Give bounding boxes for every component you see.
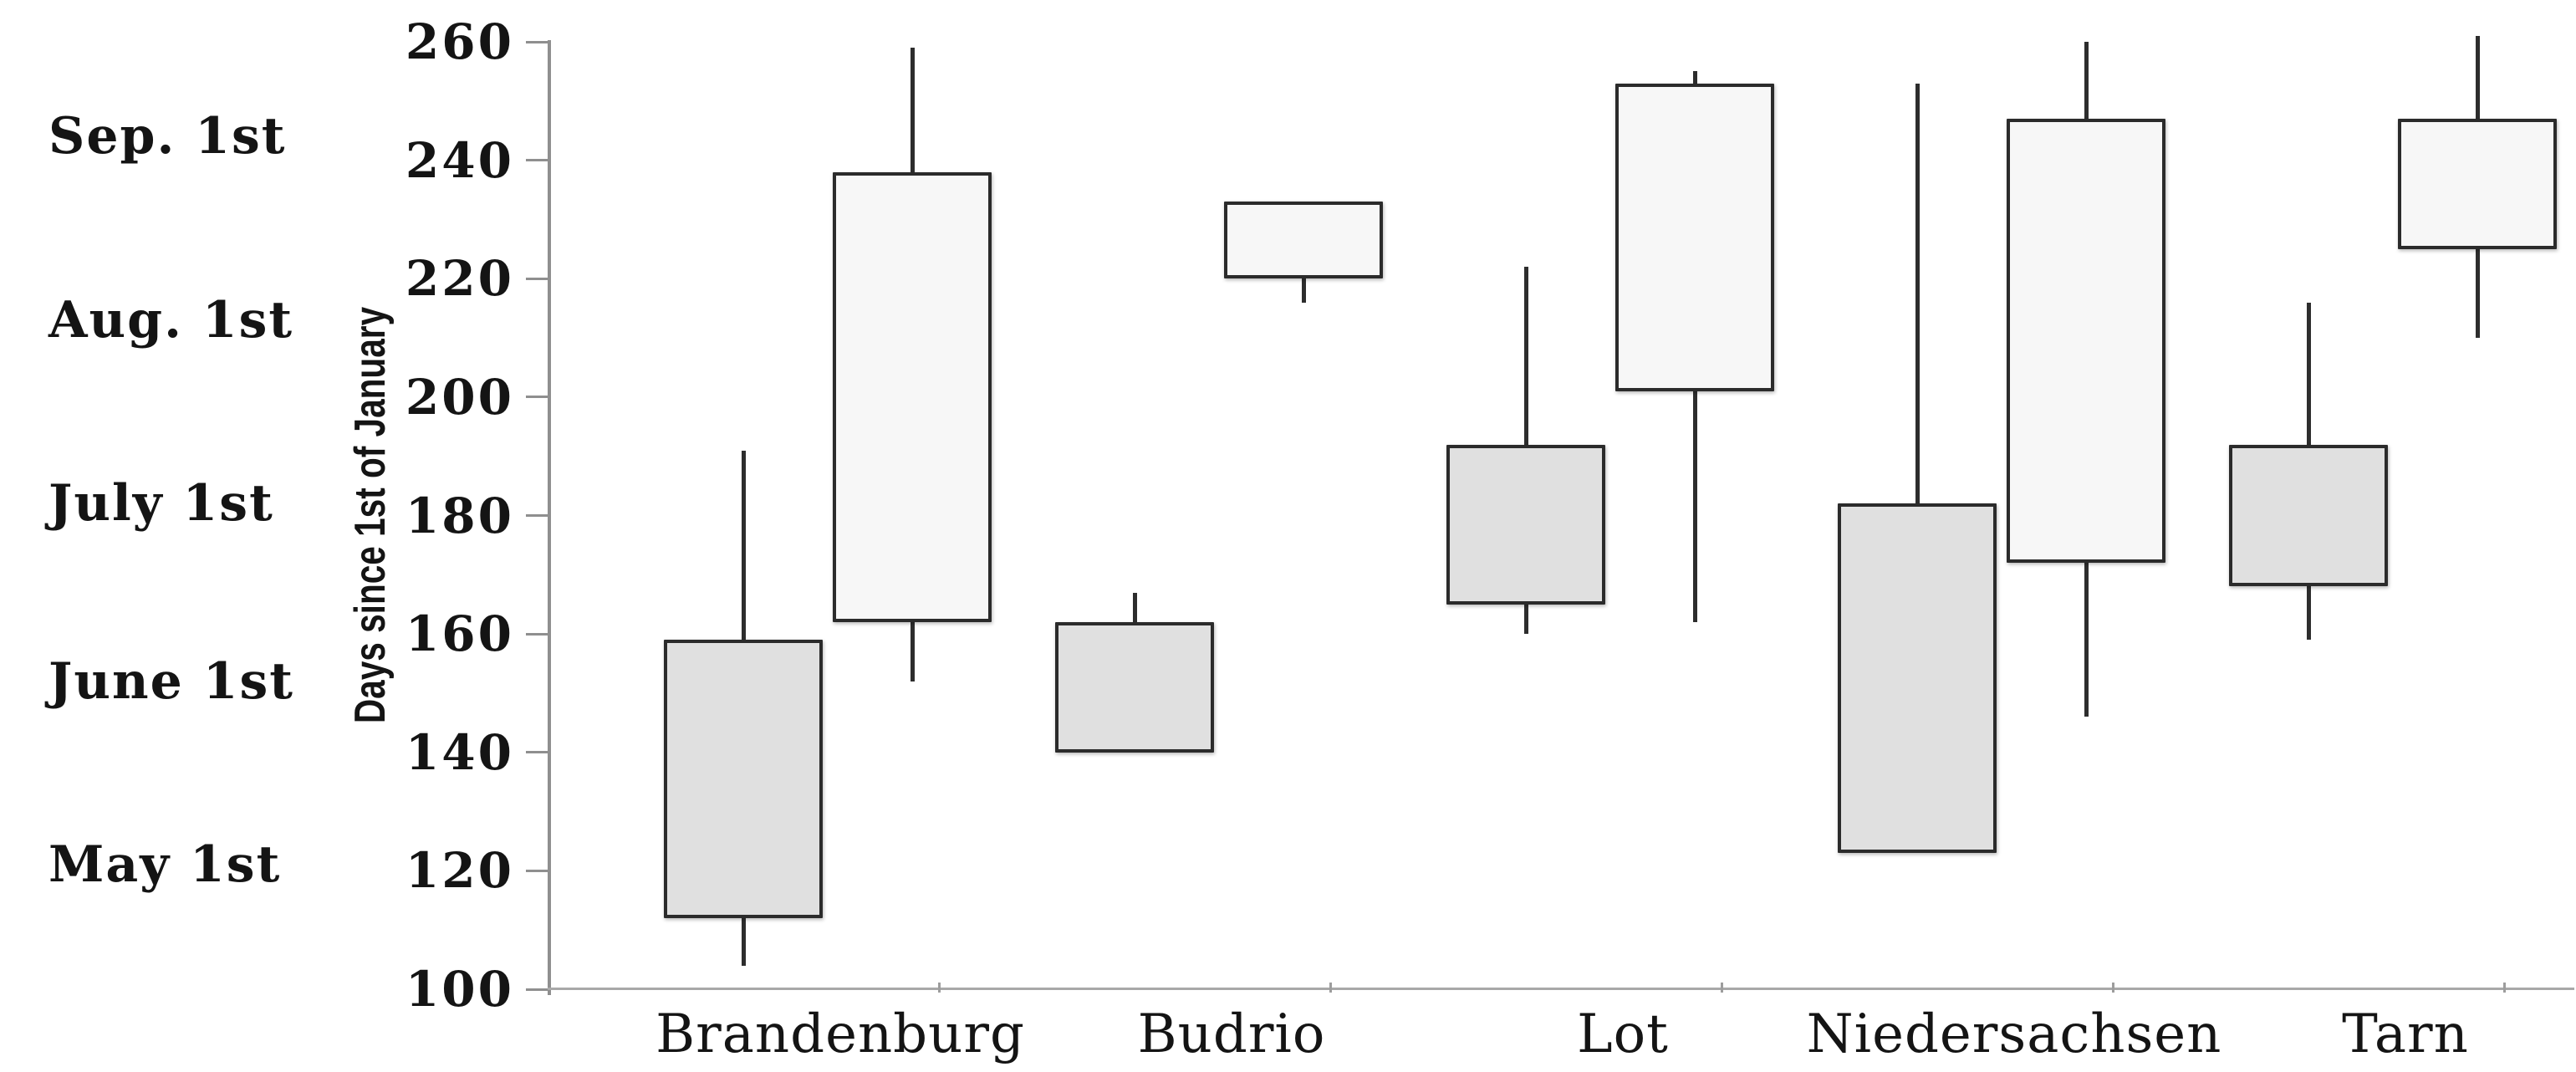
month-label-june-1st: June 1st: [48, 651, 294, 711]
candle-white_boxes-budrio-box: [1224, 202, 1383, 279]
y-tick: [526, 632, 548, 636]
y-tick-label: 220: [405, 250, 514, 308]
candle-gray_boxes-brandenburg-box: [664, 640, 823, 919]
y-tick-label: 140: [405, 723, 514, 781]
candle-white_boxes-lot-box: [1615, 83, 1774, 391]
candle-gray_boxes-lot-box: [1446, 444, 1605, 605]
y-tick-label: 240: [405, 131, 514, 189]
y-axis-line: [548, 40, 551, 995]
y-tick: [526, 751, 548, 754]
category-label-tarn: Tarn: [2342, 1003, 2469, 1065]
category-label-niedersachsen: Niedersachsen: [1806, 1003, 2222, 1065]
category-label-lot: Lot: [1577, 1003, 1669, 1065]
y-tick-label: 160: [405, 605, 514, 663]
month-label-sep-1st: Sep. 1st: [48, 107, 287, 166]
candle-gray_boxes-tarn-box: [2229, 444, 2388, 587]
category-label-budrio: Budrio: [1137, 1003, 1326, 1065]
candle-white_boxes-brandenburg-box: [833, 171, 992, 622]
y-tick-label: 260: [405, 13, 514, 70]
y-tick: [526, 277, 548, 280]
y-tick: [526, 396, 548, 399]
y-tick: [526, 159, 548, 162]
y-tick: [526, 869, 548, 872]
category-label-brandenburg: Brandenburg: [655, 1003, 1025, 1065]
x-axis-tick: [2503, 983, 2506, 993]
candle-white_boxes-niedersachsen-box: [2007, 119, 2165, 564]
x-axis-tick: [2112, 983, 2114, 993]
month-label-july-1st: July 1st: [48, 474, 274, 533]
y-tick-label: 200: [405, 368, 514, 426]
candle-gray_boxes-niedersachsen-box: [1838, 503, 1997, 854]
y-tick-label: 120: [405, 842, 514, 900]
x-axis-tick: [1329, 983, 1332, 993]
y-tick: [526, 40, 548, 43]
x-axis-tick: [1721, 983, 1723, 993]
y-tick: [526, 514, 548, 517]
x-axis-tick: [938, 983, 941, 993]
x-axis-line: [548, 988, 2574, 990]
candle-gray_boxes-budrio-box: [1055, 621, 1214, 753]
month-label-may-1st: May 1st: [48, 835, 282, 895]
y-tick-label: 180: [405, 487, 514, 544]
month-label-aug-1st: Aug. 1st: [48, 290, 294, 350]
candle-gray_boxes-niedersachsen-wick: [1915, 83, 1920, 854]
y-tick-label: 100: [405, 961, 514, 1018]
candle-white_boxes-tarn-box: [2398, 119, 2557, 249]
y-tick: [526, 988, 548, 991]
